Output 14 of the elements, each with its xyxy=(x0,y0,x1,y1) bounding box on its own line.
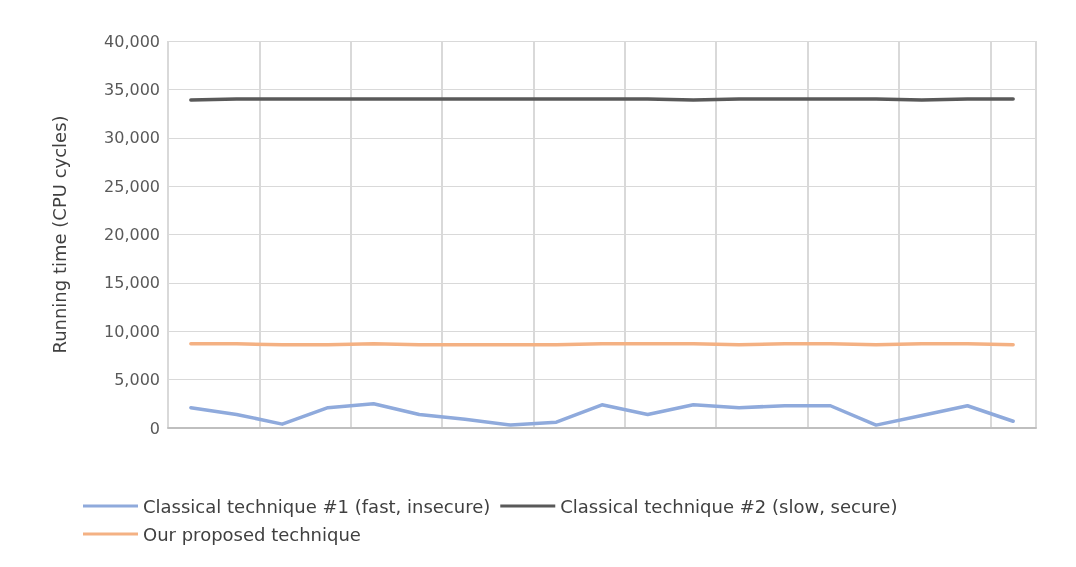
legend-label: Our proposed technique xyxy=(143,523,361,545)
y-tick-label: 5,000 xyxy=(114,370,160,390)
y-tick-label: 30,000 xyxy=(104,128,160,148)
y-tick-label: 10,000 xyxy=(104,321,160,341)
legend-label: Classical technique #2 (slow, secure) xyxy=(560,495,898,517)
y-tick-label: 20,000 xyxy=(104,225,160,244)
y-tick-label: 40,000 xyxy=(104,31,160,51)
legend-label: Classical technique #1 (fast, insecure) xyxy=(143,495,491,517)
y-axis-title: Running time (CPU cycles) xyxy=(48,115,70,354)
y-tick-label: 25,000 xyxy=(104,176,160,196)
y-tick-label: 0 xyxy=(149,418,160,438)
y-tick-label: 15,000 xyxy=(104,273,160,293)
y-tick-label: 35,000 xyxy=(104,79,160,99)
line-series xyxy=(189,402,1015,427)
